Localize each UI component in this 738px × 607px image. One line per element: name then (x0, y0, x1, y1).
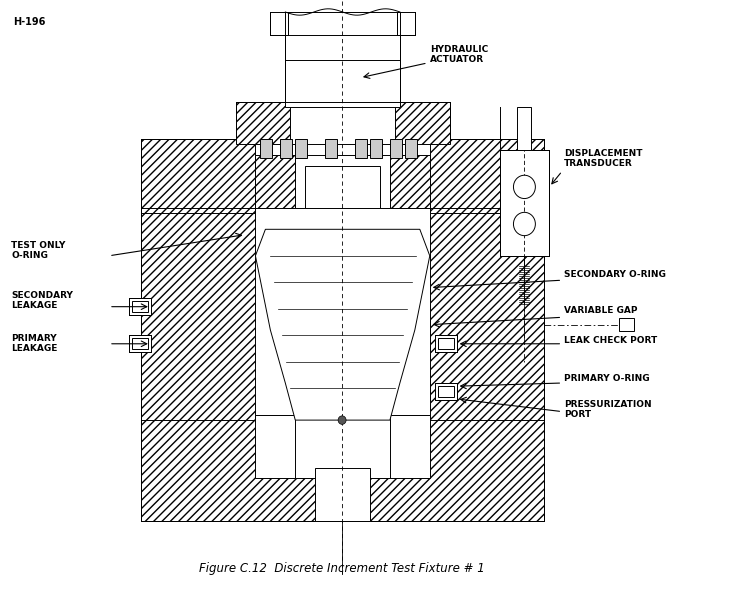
Bar (129, 335, 151, 352)
Text: SECONDARY
LEAKAGE: SECONDARY LEAKAGE (11, 291, 73, 310)
Bar (435, 335, 457, 352)
Bar (270, 12, 289, 35)
Bar (261, 139, 272, 158)
Text: PRIMARY O-RING: PRIMARY O-RING (565, 375, 650, 383)
Text: H-196: H-196 (13, 17, 46, 27)
Bar (619, 318, 634, 331)
Bar (355, 139, 367, 158)
Text: LEAK CHECK PORT: LEAK CHECK PORT (565, 336, 658, 345)
Bar (141, 415, 545, 521)
Bar (141, 208, 255, 420)
Bar (390, 155, 430, 208)
Bar (255, 155, 295, 208)
Bar (132, 302, 148, 312)
Bar (295, 415, 390, 478)
Text: TEST ONLY
O-RING: TEST ONLY O-RING (11, 241, 66, 260)
Bar (370, 139, 382, 158)
Bar (255, 415, 430, 478)
Bar (295, 155, 390, 208)
Text: VARIABLE GAP: VARIABLE GAP (565, 307, 638, 316)
Polygon shape (255, 229, 430, 420)
Bar (500, 150, 549, 256)
Circle shape (514, 175, 535, 198)
Bar (141, 139, 255, 214)
Bar (306, 166, 380, 208)
Bar (295, 139, 307, 158)
Text: SECONDARY O-RING: SECONDARY O-RING (565, 270, 666, 279)
Bar (405, 139, 417, 158)
Bar (430, 139, 545, 214)
Bar (435, 383, 457, 400)
Text: Figure C.12  Discrete Increment Test Fixture # 1: Figure C.12 Discrete Increment Test Fixt… (199, 562, 485, 575)
Bar (517, 107, 531, 150)
Circle shape (338, 416, 346, 424)
Bar (325, 139, 337, 158)
Bar (290, 102, 395, 144)
Bar (430, 208, 545, 420)
Bar (132, 339, 148, 349)
Bar (286, 12, 400, 107)
Circle shape (514, 212, 535, 236)
Bar (280, 139, 292, 158)
Text: DISPLACEMENT
TRANSDUCER: DISPLACEMENT TRANSDUCER (565, 149, 643, 168)
Bar (397, 12, 415, 35)
Bar (390, 139, 402, 158)
Bar (315, 468, 370, 521)
Bar (395, 102, 449, 144)
Bar (129, 298, 151, 315)
Text: HYDRAULIC
ACTUATOR: HYDRAULIC ACTUATOR (430, 45, 488, 64)
Bar (438, 339, 454, 349)
Bar (438, 386, 454, 397)
Bar (235, 102, 290, 144)
Text: PRESSURIZATION
PORT: PRESSURIZATION PORT (565, 400, 652, 419)
Text: PRIMARY
LEAKAGE: PRIMARY LEAKAGE (11, 334, 58, 353)
